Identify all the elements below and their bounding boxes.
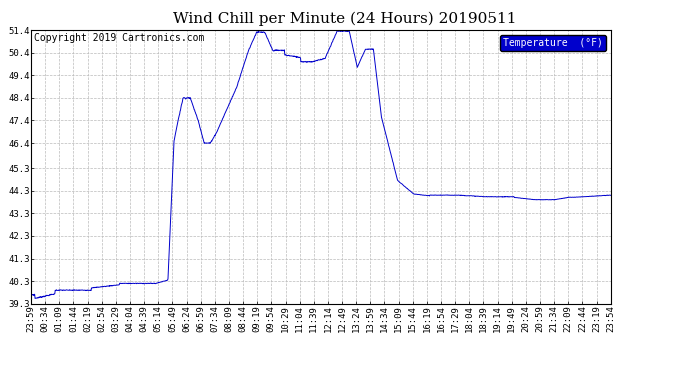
Text: Copyright 2019 Cartronics.com: Copyright 2019 Cartronics.com xyxy=(34,33,204,43)
Text: Wind Chill per Minute (24 Hours) 20190511: Wind Chill per Minute (24 Hours) 2019051… xyxy=(173,11,517,26)
Legend: Temperature  (°F): Temperature (°F) xyxy=(500,35,606,51)
